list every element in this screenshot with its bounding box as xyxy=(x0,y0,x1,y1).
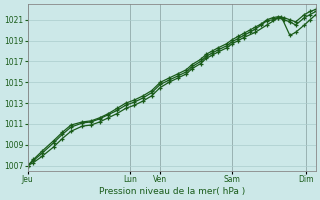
X-axis label: Pression niveau de la mer( hPa ): Pression niveau de la mer( hPa ) xyxy=(99,187,245,196)
